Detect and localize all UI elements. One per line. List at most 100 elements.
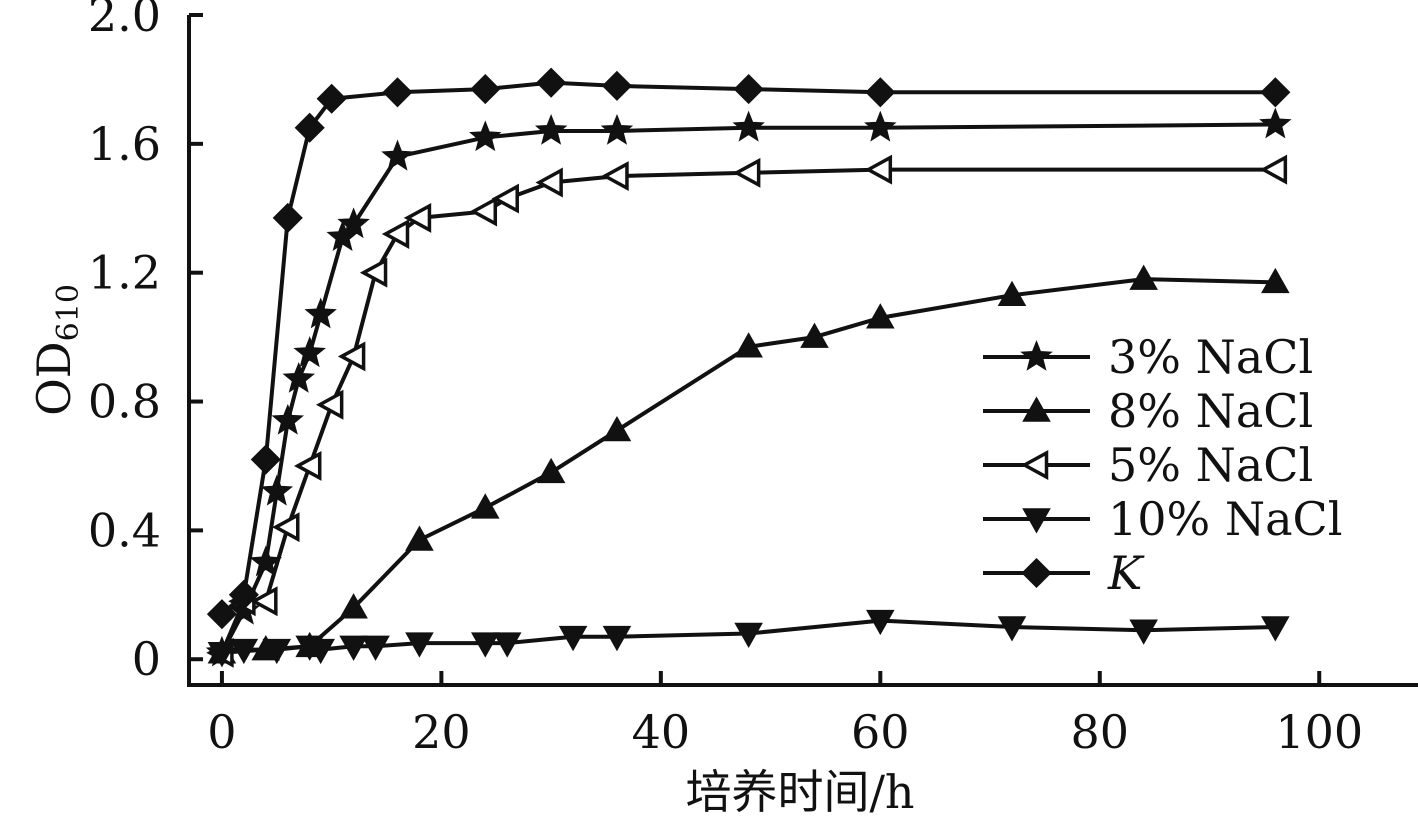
data-point [206,599,237,630]
y-axis-title-main: OD [27,341,81,416]
data-point [866,303,895,329]
data-point [315,389,344,420]
y-axis-title-subscript: 610 [51,284,86,341]
series-diamond [206,67,1291,630]
data-point [1129,619,1158,645]
data-point [403,202,432,233]
data-point [228,579,259,610]
data-point [864,110,897,142]
data-point [359,257,388,288]
data-point [361,635,390,661]
x-tick-label: 100 [1275,705,1363,759]
legend-marker [1022,508,1051,534]
legend-item: 3% NaCl [983,330,1313,384]
data-point [734,332,763,358]
data-point [294,112,325,143]
y-tick-label: 2.0 [88,0,161,42]
legend-item: 5% NaCl [983,438,1313,492]
data-point [229,638,259,665]
legend-marker [1020,450,1049,480]
data-point [864,154,893,185]
data-point [337,207,370,239]
legend-item: 8% NaCl [983,384,1313,438]
data-point [405,632,434,658]
x-tick-label: 80 [1071,705,1130,759]
x-tick-label: 0 [207,705,236,759]
x-ticks: 0 20 40 60 80 100 [207,671,1363,759]
data-point [536,67,567,98]
data-point [382,77,413,108]
y-ticks: 0 0.4 0.8 1.2 1.6 2.0 [88,0,203,686]
y-axis-title: OD610 [27,284,86,416]
data-point [469,196,498,227]
data-point [602,625,632,652]
data-point [997,280,1027,306]
data-point [381,139,414,171]
data-point [536,457,566,484]
data-point [262,638,292,665]
data-point [734,622,763,648]
data-point [491,183,519,214]
data-point [601,161,629,192]
y-tick-label: 0 [132,632,161,686]
data-point [250,586,278,617]
y-tick-label: 1.2 [88,246,161,300]
legend-marker [1022,396,1051,422]
data-point [272,512,300,543]
data-point [316,83,347,114]
data-point [1259,107,1292,139]
data-point [470,493,500,519]
legend-label: 3% NaCl [1108,330,1313,384]
data-point [469,120,502,152]
legend-marker [1021,557,1052,589]
legend-item: K [983,546,1145,600]
data-point [997,616,1027,642]
data-point [558,625,588,652]
data-point [250,444,281,475]
data-point [470,632,500,658]
series-layer [205,67,1292,668]
data-point [492,632,522,658]
legend-label: 8% NaCl [1108,384,1313,438]
legend-marker [1020,339,1053,371]
data-point [326,220,359,252]
data-point [601,70,633,101]
data-point [249,545,283,577]
data-point [381,219,410,249]
data-point [337,341,366,372]
data-point [732,157,761,188]
data-point [405,525,434,551]
y-tick-label: 1.6 [88,117,161,171]
data-point [339,593,368,619]
x-axis-title: 培养时间/h [685,765,914,819]
data-point [293,336,326,368]
y-tick-label: 0.4 [88,503,161,557]
data-point [1260,77,1291,108]
legend-label: 10% NaCl [1108,492,1342,546]
data-point [272,202,303,233]
x-tick-label: 20 [412,705,471,759]
data-point [304,297,337,329]
data-point [207,642,237,668]
y-tick-label: 0.8 [88,375,161,429]
data-point [306,638,335,665]
data-point [1259,154,1288,185]
data-point [800,322,829,348]
data-point [534,113,568,145]
data-point [1129,264,1158,290]
data-point [339,635,368,661]
data-point [866,609,895,636]
legend-label: 5% NaCl [1108,438,1313,492]
data-point [260,474,294,506]
data-point [535,167,563,198]
series-star [205,107,1292,667]
data-point [282,361,315,393]
x-tick-label: 40 [632,705,691,759]
series-triangle-left-open [206,154,1288,668]
data-point [1261,267,1290,294]
data-point [294,451,322,481]
legend-label: K [1107,546,1145,600]
data-point [600,113,634,145]
